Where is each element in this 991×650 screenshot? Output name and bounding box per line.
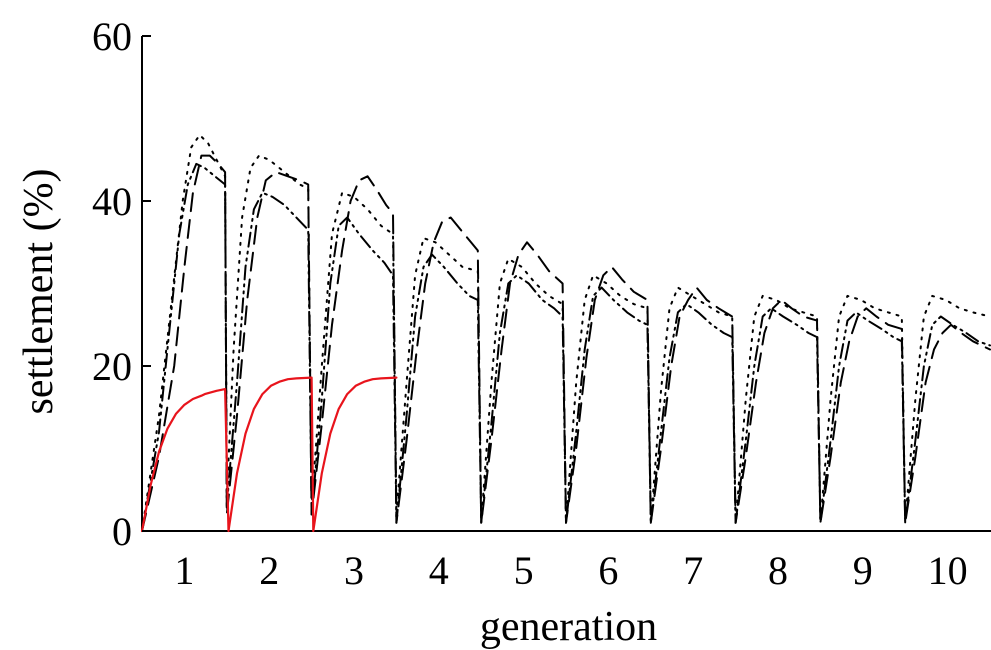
x-tick-label: 9 (853, 548, 873, 593)
x-tick-label: 1 (174, 548, 194, 593)
y-tick-label: 40 (92, 179, 132, 224)
x-tick-label: 2 (259, 548, 279, 593)
x-tick-label: 5 (514, 548, 534, 593)
x-tick-label: 7 (683, 548, 703, 593)
y-tick-label: 0 (112, 509, 132, 554)
series-line-dotted (141, 134, 991, 532)
x-tick-label: 4 (429, 548, 449, 593)
x-tick-label: 8 (768, 548, 788, 593)
y-tick-label: 60 (92, 14, 132, 59)
y-axis-title: settlement (%) (16, 168, 62, 414)
x-tick-label: 3 (344, 548, 364, 593)
x-axis-title: generation (480, 604, 657, 650)
x-tick-label: 10 (928, 548, 968, 593)
x-tick-label: 6 (598, 548, 618, 593)
series-line-dashed (141, 154, 991, 532)
series-line-solid (140, 376, 398, 533)
series-layer (140, 134, 991, 533)
axes (141, 36, 991, 532)
ticks: 0 20 40 60 1 2 3 4 5 6 7 8 9 10 (92, 14, 968, 593)
series-line-dash-dot-dot (141, 162, 991, 532)
y-tick-label: 20 (92, 344, 132, 389)
